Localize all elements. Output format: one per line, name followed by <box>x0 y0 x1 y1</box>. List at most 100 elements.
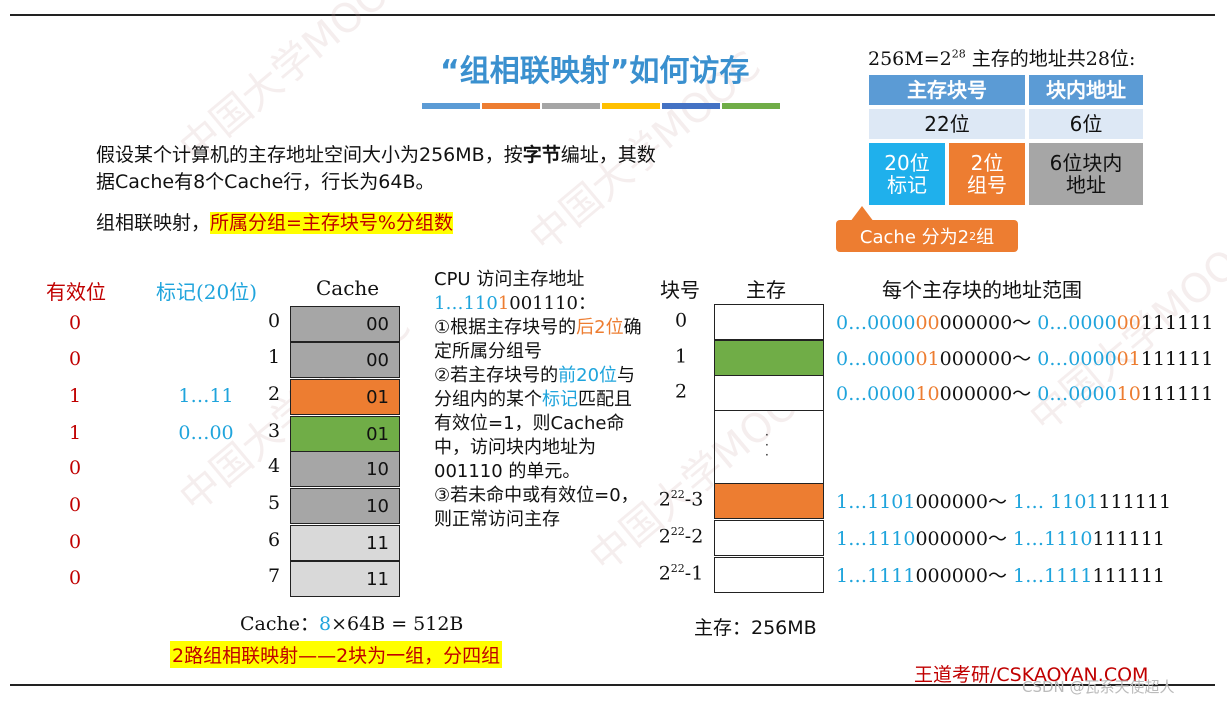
explain-address: 1…1101001110： <box>434 292 646 316</box>
callout-suffix: 组 <box>976 227 995 248</box>
heading-exp: 28 <box>951 47 966 61</box>
title-bar-segment <box>542 103 600 109</box>
cache-valid-bit: 0 <box>68 494 82 516</box>
cache-tag: 1…11 <box>178 385 234 407</box>
cache-summary-prefix: Cache： <box>240 613 319 635</box>
cache-line: 10 <box>290 451 400 487</box>
block-index-suffix: -2 <box>684 525 704 548</box>
cache-line-index: 2 <box>267 383 281 405</box>
range-part: 000000～ <box>915 491 1014 513</box>
block-index-exp: 22 <box>670 562 685 575</box>
cache-line-index: 5 <box>267 492 281 514</box>
title-bar-segment <box>482 103 540 109</box>
cache-line: 10 <box>290 488 400 524</box>
address-range: 1…1110000000～ 1…1110111111 <box>836 524 1166 551</box>
access-explanation: CPU 访问主存地址 1…1101001110： ①根据主存块号的后2位确定所属… <box>434 268 646 532</box>
range-part: 10 <box>1116 383 1141 405</box>
cache-tag: 0…00 <box>178 422 234 444</box>
main-memory-header: 主存 <box>746 278 786 302</box>
heading-prefix: 256M=2 <box>868 48 952 70</box>
memory-block <box>714 557 824 593</box>
block-index-exp: 22 <box>670 525 685 538</box>
block-index-base: 1 <box>674 345 688 368</box>
range-part: 1…1101 <box>836 491 916 513</box>
step2-d: 标记 <box>542 389 578 410</box>
range-part: 0…0000 <box>1037 312 1117 334</box>
step2-b: 前20位 <box>558 365 618 386</box>
range-part: 01 <box>1116 348 1141 370</box>
memory-block-index: 222-2 <box>648 525 714 547</box>
title-bar-segment <box>662 103 720 109</box>
address-range: 1…1101000000～ 1… 1101111111 <box>836 487 1171 514</box>
explain-line1: CPU 访问主存地址 <box>434 269 585 290</box>
title-bar-segment <box>722 103 780 109</box>
cache-line-index: 1 <box>267 346 281 368</box>
range-part: 1… 1101 <box>1013 491 1099 513</box>
address-table: 主存块号 块内地址 22位 6位 20位 标记 2位 组号 6位块内 地址 <box>867 73 1145 207</box>
cache-line-index: 0 <box>267 310 281 332</box>
explain-step1: ①根据主存块号的后2位确定所属分组号 <box>434 316 646 364</box>
step1-a: ①根据主存块号的 <box>434 317 577 338</box>
range-part: 1…1111 <box>1013 565 1093 587</box>
memory-block-index: 1 <box>648 345 714 367</box>
csdn-watermark: CSDN @瓦系天使超人 <box>1022 678 1175 696</box>
intro-part2: 编址，其数据Cache有8个Cache行，行长为64B。 <box>96 144 656 193</box>
range-part: 000000～ <box>915 528 1014 550</box>
memory-gap <box>714 411 824 483</box>
memory-summary: 主存：256MB <box>694 617 817 639</box>
cache-valid-bit: 0 <box>68 312 82 334</box>
intro-part1: 假设某个计算机的主存地址空间大小为256MB，按 <box>96 144 523 166</box>
cache-line-index: 6 <box>267 529 281 551</box>
callout-pointer <box>850 206 874 222</box>
intro-bold: 字节 <box>522 144 561 166</box>
cache-valid-bit: 0 <box>68 348 82 370</box>
range-part: 111111 <box>1098 491 1172 513</box>
bits-block-number: 22位 <box>867 107 1027 141</box>
block-index-base: 2 <box>674 380 688 403</box>
range-part: 000000～ <box>939 348 1038 370</box>
explain-step3: ③若未命中或有效位=0，则正常访问主存 <box>434 485 639 530</box>
range-part: 1…1110 <box>1013 528 1093 550</box>
range-part: 000000～ <box>939 312 1038 334</box>
range-part: 0…0000 <box>836 312 916 334</box>
address-range: 1…1111000000～ 1…1111111111 <box>836 561 1166 588</box>
rule-prefix: 组相联映射， <box>96 212 211 234</box>
memory-block-index: 222-1 <box>648 562 714 584</box>
block-index-base: 2 <box>658 488 671 511</box>
block-index-base: 2 <box>658 525 671 548</box>
memory-block-index: 2 <box>648 380 714 402</box>
cache-line: 00 <box>290 306 400 342</box>
block-index-base: 0 <box>674 309 688 332</box>
range-part: 000000～ <box>915 565 1014 587</box>
range-part: 111111 <box>1140 383 1214 405</box>
step2-a: ②若主存块号的 <box>434 365 559 386</box>
block-index-suffix: -3 <box>684 488 704 511</box>
range-part: 01 <box>915 348 940 370</box>
address-range-header: 每个主存块的地址范围 <box>882 278 1082 302</box>
field-tag: 20位 标记 <box>867 141 947 207</box>
step1-b: 后 <box>576 317 595 338</box>
rule-highlight: 所属分组=主存块号%分组数 <box>210 212 453 234</box>
memory-block <box>714 483 824 519</box>
range-part: 111111 <box>1092 565 1166 587</box>
range-part: 0…0000 <box>836 348 916 370</box>
step1-c: 2位 <box>594 317 624 338</box>
range-part: 1…1111 <box>836 565 916 587</box>
title-bar-segment <box>602 103 660 109</box>
cache-line-index: 3 <box>267 420 281 442</box>
explain-step2: ②若主存块号的前20位与分组内的某个标记匹配且有效位=1，则Cache命中，访问… <box>434 364 646 484</box>
block-number-header: 块号 <box>660 278 700 302</box>
tag-header: 标记(20位) <box>156 280 258 304</box>
addr-part-d: ： <box>577 293 596 314</box>
memory-block <box>714 340 824 376</box>
bits-block-offset: 6位 <box>1027 107 1145 141</box>
heading-suffix: 主存的地址共28位: <box>965 48 1136 70</box>
memory-block <box>714 375 824 411</box>
header-block-number: 主存块号 <box>867 73 1027 107</box>
cache-line: 01 <box>290 379 400 415</box>
group-count-callout: Cache 分为2 2 组 <box>836 220 1018 252</box>
block-index-base: 2 <box>658 562 671 585</box>
field-group: 2位 组号 <box>947 141 1027 207</box>
slide-frame <box>10 14 1215 686</box>
memory-block <box>714 304 824 340</box>
